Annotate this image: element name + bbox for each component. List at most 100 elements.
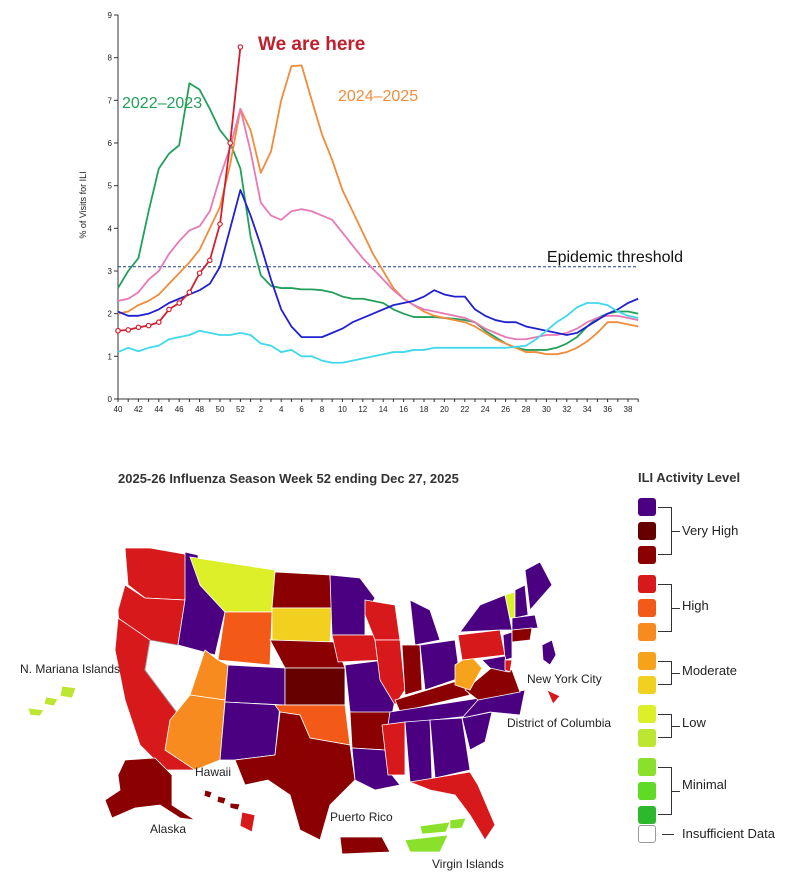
state-south-dakota [271,607,333,643]
series-label-2022-2023: 2022–2023 [122,95,202,112]
state-wisconsin [364,599,401,641]
state-illinois [374,639,406,706]
x-tick-label: 34 [583,405,592,414]
y-tick-label: 9 [108,11,113,20]
state-texas [234,711,356,841]
y-tick-label: 1 [108,352,113,361]
x-tick-label: 10 [338,405,347,414]
label-puerto-rico: Puerto Rico [330,810,393,824]
series-point [115,327,121,334]
territory-hawaii-3 [229,802,241,811]
x-tick-label: 42 [134,405,143,414]
state-kansas [284,667,346,706]
bracket-moderate [658,661,680,685]
label-hawaii: Hawaii [195,765,231,779]
state-wyoming [217,611,273,666]
y-axis-label: % of Visits for ILI [78,171,88,238]
state-michigan [409,599,441,646]
state-georgia [429,717,471,779]
state-new-jersey [502,631,513,661]
x-tick-label: 24 [481,405,490,414]
series-line-1 [117,64,639,356]
y-tick-label: 3 [108,267,113,276]
label-n-mariana: N. Mariana Islands [20,662,120,676]
insufficient-dash [662,834,674,835]
state-north-dakota [271,571,333,609]
legend-label-low: Low [682,715,706,730]
state-pennsylvania [457,629,506,661]
bracket-low [658,714,680,738]
x-tick-label: 50 [216,405,225,414]
x-tick-label: 52 [236,405,245,414]
x-tick-label: 28 [522,405,531,414]
state-maryland [481,655,509,673]
state-florida [408,771,496,841]
state-kentucky [394,679,471,713]
territory-virgin-islands-1 [419,821,451,835]
territory-hawaii-2 [216,795,227,805]
y-tick-label: 0 [108,395,113,404]
territory-puerto-rico [339,836,391,855]
states-layer [114,547,553,841]
x-tick-label: 36 [603,405,612,414]
x-tick-label: 18 [420,405,429,414]
state-new-mexico [219,701,281,761]
state-south-carolina [461,711,493,751]
legend-label-moderate: Moderate [682,663,737,678]
swatch-low-1 [638,705,656,723]
state-new-hampshire [514,584,529,619]
series-point [145,322,152,329]
x-tick-label: 4 [279,405,284,414]
legend-label-very-high: Very High [682,523,739,538]
territory-dc [546,689,561,705]
swatch-very-high-1 [638,498,656,516]
series-layer [115,44,639,364]
y-tick-label: 6 [108,139,113,148]
label-alaska: Alaska [150,822,186,836]
series-point [237,44,244,50]
swatch-very-high-3 [638,546,656,564]
series-point [207,257,213,264]
territory-virgin-islands-2 [449,817,467,830]
y-tick-label: 2 [108,310,113,319]
x-tick-label: 22 [460,405,469,414]
territory-virgin-islands-3 [404,834,449,853]
x-tick-label: 20 [440,405,449,414]
swatch-minimal-3 [638,806,656,824]
legend-label-insufficient: Insufficient Data [682,826,775,841]
swatch-minimal-1 [638,758,656,776]
state-connecticut-ri [511,627,533,643]
x-tick-label: 30 [542,405,551,414]
bracket-minimal [658,767,680,815]
series-point [227,140,234,146]
x-tick-label: 48 [195,405,204,414]
state-virginia [464,664,521,701]
x-tick-label: 12 [358,405,367,414]
state-colorado [224,664,286,706]
x-tick-label: 40 [114,405,123,414]
label-new-york-city: New York City [527,672,602,686]
y-tick-label: 5 [108,182,113,191]
series-line-5 [117,46,242,332]
bracket-high [658,584,680,632]
state-maine [524,561,553,611]
x-tick-label: 38 [624,405,633,414]
us-ili-map: N. Mariana Islands Hawaii Alaska Puerto … [20,547,611,871]
ili-legend: ILI Activity Level Very High High Modera… [628,462,803,872]
x-tick-label: 16 [399,405,408,414]
state-indiana [401,644,423,696]
state-mississippi [381,721,406,776]
series-point [186,289,193,296]
x-tick-label: 8 [320,405,325,414]
epidemic-threshold-label: Epidemic threshold [547,249,683,266]
territory-hawaii-1 [203,789,213,799]
territory-n-mariana-3 [27,707,45,717]
x-tick-label: 6 [299,405,304,414]
x-tick-label: 2 [259,405,264,414]
y-tick-label: 4 [108,224,113,233]
x-tick-label: 44 [154,405,163,414]
swatch-low-2 [638,729,656,747]
legend-title: ILI Activity Level [638,470,741,485]
